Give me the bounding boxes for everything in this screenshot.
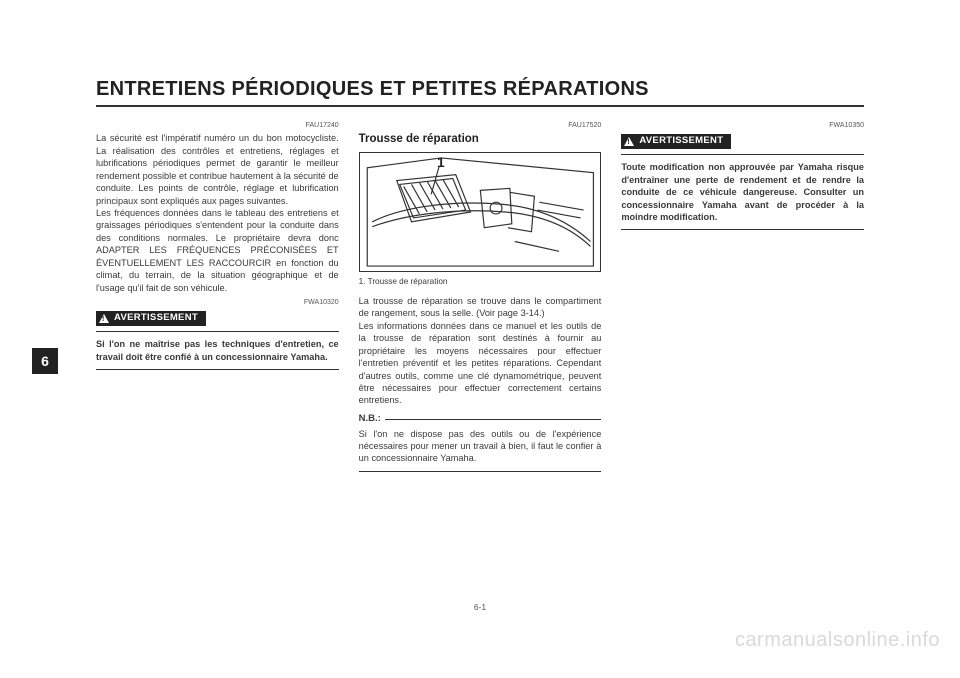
figure-caption: 1. Trousse de réparation (359, 276, 602, 287)
warning-icon (624, 137, 634, 146)
note-label: N.B.: (359, 413, 381, 426)
toolkit-drawing: 1 (360, 153, 601, 271)
ref-code: FWA10320 (96, 298, 339, 307)
ref-code: FAU17520 (359, 121, 602, 130)
warning-label: AVERTISSEMENT (114, 312, 198, 325)
warning-label: AVERTISSEMENT (639, 135, 723, 148)
section-heading: Trousse de réparation (359, 132, 602, 148)
warning-badge: AVERTISSEMENT (621, 134, 731, 149)
body-paragraph: La sécurité est l'impératif numéro un du… (96, 132, 339, 207)
divider (359, 471, 602, 472)
manual-page: 6 ENTRETIENS PÉRIODIQUES ET PETITES RÉPA… (96, 78, 864, 612)
ref-code: FWA10350 (621, 121, 864, 130)
content-columns: FAU17240 La sécurité est l'impératif num… (96, 121, 864, 575)
divider (385, 419, 602, 420)
note-text: Si l'on ne dispose pas des outils ou de … (359, 428, 602, 465)
column-1: FAU17240 La sécurité est l'impératif num… (96, 121, 339, 575)
body-paragraph: Les fréquences données dans le tableau d… (96, 207, 339, 294)
warning-icon (99, 314, 109, 323)
divider (96, 331, 339, 332)
ref-code: FAU17240 (96, 121, 339, 130)
watermark: carmanualsonline.info (735, 629, 940, 652)
page-title: ENTRETIENS PÉRIODIQUES ET PETITES RÉPARA… (96, 78, 864, 107)
chapter-tab: 6 (32, 348, 58, 374)
note-heading-row: N.B.: (359, 413, 602, 426)
warning-badge: AVERTISSEMENT (96, 311, 206, 326)
body-paragraph: La trousse de réparation se trouve dans … (359, 295, 602, 320)
divider (96, 369, 339, 370)
figure-callout-1: 1 (437, 155, 445, 170)
divider (621, 229, 864, 230)
column-3: FWA10350 AVERTISSEMENT Toute modificatio… (621, 121, 864, 575)
figure-toolkit: 1 (359, 152, 602, 272)
divider (621, 154, 864, 155)
column-2: FAU17520 Trousse de réparation (359, 121, 602, 575)
page-number: 6-1 (96, 602, 864, 612)
warning-text: Si l'on ne maîtrise pas les techniques d… (96, 338, 339, 363)
warning-text: Toute modification non approuvée par Yam… (621, 161, 864, 223)
body-paragraph: Les informations données dans ce manuel … (359, 320, 602, 407)
